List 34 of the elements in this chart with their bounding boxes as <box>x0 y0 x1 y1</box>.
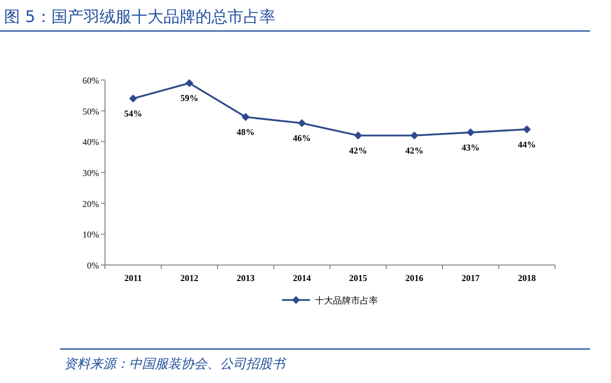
point <box>354 132 362 140</box>
x-tick-label: 2012 <box>180 273 199 283</box>
y-tick-label: 60% <box>82 76 100 86</box>
data-label: 44% <box>518 139 536 150</box>
x-tick-label: 2013 <box>236 273 256 283</box>
data-label: 43% <box>462 142 480 152</box>
data-label: 59% <box>180 93 198 104</box>
point <box>522 125 531 134</box>
x-tick-label: 2015 <box>349 273 368 283</box>
data-label: 54% <box>124 108 142 118</box>
point <box>410 132 418 140</box>
text: 资料来源：中国服装协会、公司招股书 <box>64 357 287 372</box>
point <box>242 113 250 121</box>
y-tick-label: 30% <box>82 168 100 178</box>
x-tick-label: 2014 <box>292 273 312 283</box>
data-label: 46% <box>292 133 311 144</box>
chart-title: 图 5：国产羽绒服十大品牌的总市占率 <box>4 7 276 26</box>
y-tick-label: 50% <box>82 106 100 116</box>
legend-label: 十大品牌市占率 <box>315 296 378 306</box>
y-tick-label: 10% <box>82 230 100 240</box>
point <box>129 94 138 102</box>
y-tick-label: 40% <box>82 137 100 148</box>
data-label: 48% <box>236 127 255 137</box>
data-label: 42% <box>349 146 368 156</box>
y-tick-label: 20% <box>82 198 100 209</box>
point <box>466 128 475 136</box>
y-tick-label: 0% <box>87 260 100 270</box>
x-tick-label: 2011 <box>124 273 142 283</box>
point <box>298 119 306 128</box>
data-label: 42% <box>405 146 424 156</box>
x-tick-label: 2018 <box>518 273 536 283</box>
x-tick-label: 2017 <box>462 273 480 283</box>
x-tick-label: 2016 <box>405 273 424 283</box>
point <box>185 79 194 88</box>
